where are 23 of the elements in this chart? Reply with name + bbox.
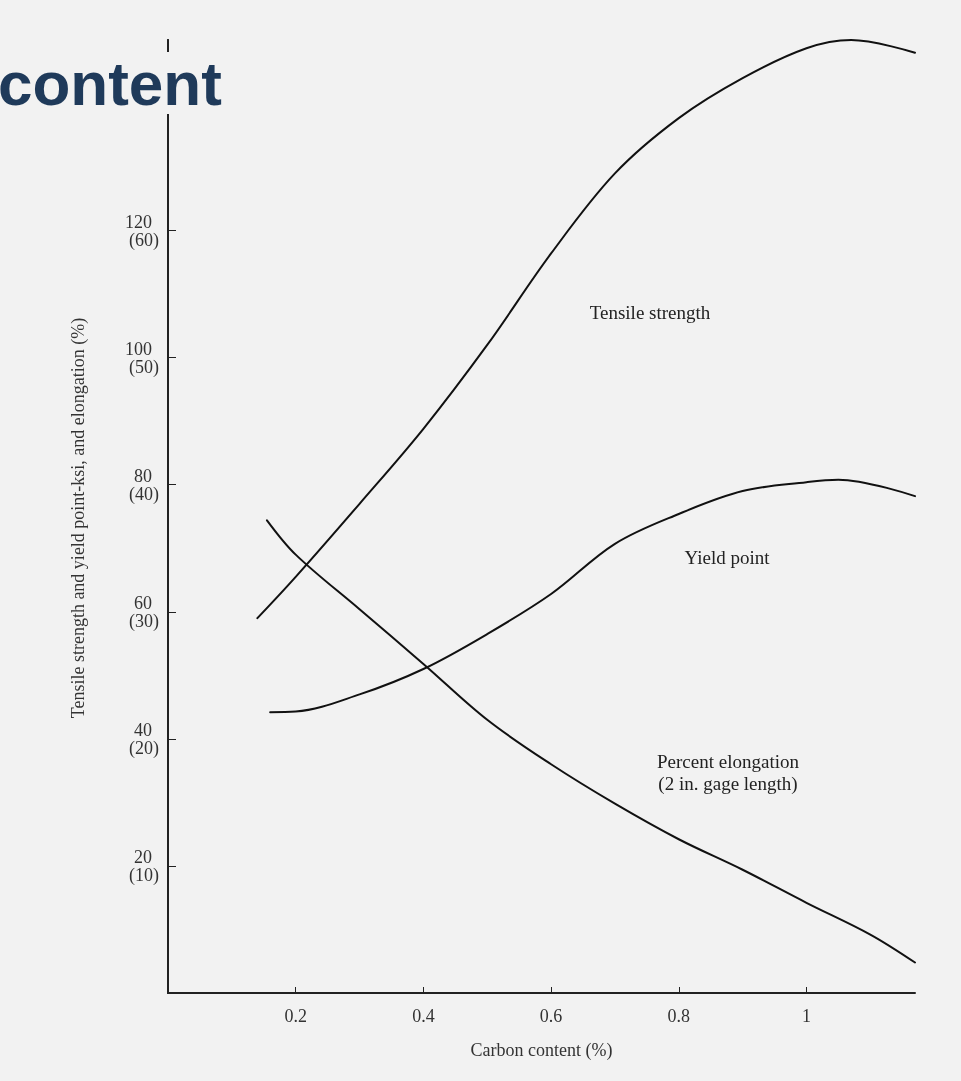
y-tick-label: 120 — [125, 211, 152, 232]
x-tick-label: 0.8 — [667, 1006, 691, 1026]
y2-tick-label: (40) — [129, 483, 159, 505]
annotation: Yield point — [684, 546, 771, 568]
annotation: Percent elongation (2 in. gage length) — [657, 750, 800, 795]
x-tick-label: 0.6 — [539, 1006, 563, 1026]
y2-tick-label: (50) — [129, 356, 159, 378]
y2-tick-label: (20) — [129, 737, 159, 759]
x-tick-label: 0.4 — [412, 1006, 435, 1026]
y-tick-label: 20 — [134, 846, 152, 867]
x-tick-label: 1 — [801, 1006, 811, 1026]
y-axis-title: Tensile strength and yield point-ksi, and elongation (%) — [68, 317, 89, 719]
y2-tick-label: (10) — [129, 864, 159, 886]
y2-tick-label: (60) — [129, 229, 159, 251]
annotation: Tensile strength — [589, 301, 711, 323]
y-tick-label: 100 — [125, 338, 152, 359]
y-tick-label: 40 — [134, 719, 152, 740]
y2-tick-label: (30) — [129, 610, 159, 632]
x-tick-label: 0.2 — [284, 1006, 307, 1026]
y-tick-label: 80 — [134, 465, 152, 486]
chart-title: content — [0, 48, 222, 118]
y-tick-label: 60 — [134, 592, 152, 613]
x-axis-title: Carbon content (%) — [470, 1040, 613, 1061]
